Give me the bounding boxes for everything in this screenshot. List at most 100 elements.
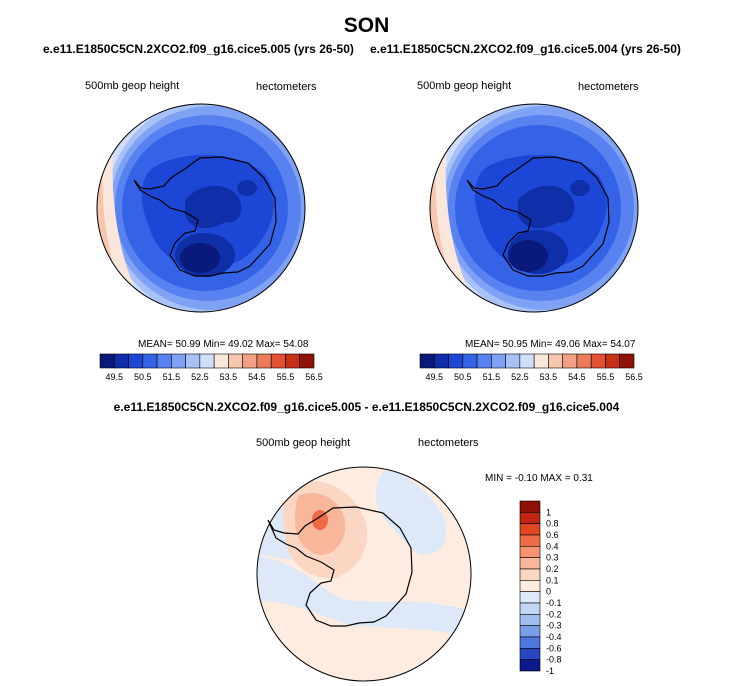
panel1-variable-label: 500mb geop height [85, 80, 180, 92]
panel1-colorbar-swatch [213, 353, 229, 369]
diff-colorbar-tick-label: -0.6 [546, 643, 562, 653]
panel1-colorbar-swatch [113, 353, 129, 369]
panel1-colorbar-tick-label: 52.5 [191, 372, 209, 382]
panel2-colorbar-swatch [462, 353, 478, 369]
panel2-colorbar-swatch [433, 353, 449, 369]
panel2-map [429, 103, 639, 313]
panel1-colorbar-tick-label: 50.5 [134, 372, 152, 382]
panel1-colorbar: 49.5 50.5 51.5 52.5 53.5 54.5 55.5 56.5 [99, 353, 323, 382]
panel2-min-value: 49.06 [555, 339, 581, 350]
diff-stats: MIN = -0.10 MAX = 0.31 [485, 473, 593, 484]
panel1-mean-value: 50.99 [175, 339, 201, 350]
diff-min-value: -0.10 [514, 473, 538, 484]
panel1-colorbar-tick-label: 54.5 [248, 372, 266, 382]
panel2-colorbar-tick-label: 56.5 [625, 372, 643, 382]
diff-colorbar-swatch [519, 636, 541, 649]
panel2-colorbar-swatch [533, 353, 549, 369]
diff-colorbar-swatch [519, 500, 541, 513]
diff-colorbar-tick-label: 0.6 [546, 530, 559, 540]
diff-colorbar-tick-label: 0.8 [546, 519, 559, 529]
panel1-map [96, 103, 306, 313]
panel1-colorbar-swatch [228, 353, 243, 369]
panel2-colorbar-swatch [419, 353, 435, 369]
panel2-units-label: hectometers [578, 81, 639, 93]
panel2-colorbar-tick-label: 54.5 [568, 372, 586, 382]
diff-colorbar-tick-label: -0.4 [546, 632, 562, 642]
page-title: SON [343, 14, 390, 37]
diff-colorbar-tick-label: -0.3 [546, 621, 562, 631]
diff-colorbar-swatch [519, 546, 541, 558]
panel1-colorbar-swatch [99, 353, 115, 369]
panel2-colorbar-tick-label: 55.5 [597, 372, 615, 382]
diff-colorbar-swatch [519, 591, 541, 604]
panel1-colorbar-tick-label: 55.5 [277, 372, 295, 382]
diff-colorbar-swatch [519, 602, 541, 615]
diff-colorbar-swatch [519, 534, 541, 547]
panel1-colorbar-tick-label: 49.5 [106, 372, 124, 382]
panel1-colorbar-swatch [299, 353, 315, 369]
panel2-colorbar-swatch [619, 353, 635, 369]
panel1-colorbar-swatch [199, 353, 215, 369]
panel2-stats: MEAN= 50.95 Min= 49.06 Max= 54.07 [465, 339, 635, 350]
panel2-colorbar-swatch [605, 353, 621, 369]
panel1-colorbar-swatch [128, 353, 144, 369]
panel2-variable-label: 500mb geop height [417, 80, 512, 92]
diff-colorbar-swatch [519, 614, 541, 626]
diff-variable-label: 500mb geop height [256, 437, 351, 449]
diff-colorbar-swatch [519, 568, 541, 581]
diff-colorbar-tick-label: -0.1 [546, 598, 562, 608]
panel1-colorbar-swatch [171, 353, 186, 369]
diff-colorbar-tick-label: 0 [546, 587, 551, 597]
panel1-colorbar-tick-label: 56.5 [305, 372, 323, 382]
case2-title: e.e11.E1850C5CN.2XCO2.f09_g16.cice5.004 … [370, 42, 681, 56]
panel2-colorbar-swatch [448, 353, 464, 369]
panel1-colorbar-tick-label: 53.5 [220, 372, 238, 382]
panel1-colorbar-swatch [185, 353, 201, 369]
panel2-colorbar-tick-label: 52.5 [511, 372, 529, 382]
diff-colorbar: 1 0.80.60.4 0.30.20.1 0-0.1-0.2 -0.3-0.4-0.6… [519, 500, 562, 676]
difference-map [256, 466, 472, 682]
panel2-colorbar-tick-label: 51.5 [483, 372, 501, 382]
panel2-colorbar-swatch [590, 353, 606, 369]
panel1-stats: MEAN= 50.99 Min= 49.02 Max= 54.08 [138, 339, 308, 350]
diff-max-label: MAX = [540, 473, 571, 484]
panel2-mean-value: 50.95 [502, 339, 528, 350]
panel1-min-label: Min= [203, 339, 226, 350]
panel1-colorbar-swatch [285, 353, 301, 369]
panel2-colorbar-swatch [519, 353, 535, 369]
panel1-colorbar-swatch [256, 353, 272, 369]
diff-colorbar-tick-label: 0.3 [546, 553, 559, 563]
diff-colorbar-tick-label: -0.2 [546, 609, 562, 619]
panel1-colorbar-swatch [270, 353, 286, 369]
panel2-colorbar-tick-label: 50.5 [454, 372, 472, 382]
panel1-max-value: 54.08 [283, 339, 309, 350]
diff-colorbar-swatch [519, 557, 541, 570]
diff-colorbar-swatch [519, 625, 541, 638]
case1-title: e.e11.E1850C5CN.2XCO2.f09_g16.cice5.005 … [43, 42, 354, 56]
panel2-colorbar-swatch [476, 353, 492, 369]
panel2-colorbar-tick-label: 53.5 [540, 372, 558, 382]
panel1-units-label: hectometers [256, 81, 317, 93]
diff-max-value: 0.31 [573, 473, 593, 484]
diff-colorbar-tick-label: 0.4 [546, 541, 559, 551]
panel2-colorbar-swatch [505, 353, 521, 369]
difference-title: e.e11.E1850C5CN.2XCO2.f09_g16.cice5.005 … [113, 400, 620, 414]
diff-colorbar-swatch [519, 512, 541, 524]
panel2-colorbar-tick-label: 49.5 [426, 372, 444, 382]
panel1-max-label: Max= [255, 339, 281, 350]
diff-colorbar-swatch [519, 523, 541, 536]
panel1-colorbar-swatch [242, 353, 258, 369]
panel1-mean-label: MEAN= [138, 339, 173, 350]
panel1-min-value: 49.02 [228, 339, 254, 350]
diff-min-label: MIN = [485, 473, 512, 484]
panel2-colorbar-swatch [576, 353, 592, 369]
panel2-colorbar: 49.5 50.5 51.5 52.5 53.5 54.5 55.5 56.5 [419, 353, 643, 382]
panel2-colorbar-swatch [562, 353, 578, 369]
diff-colorbar-tick-label: 1 [546, 507, 551, 517]
panel2-colorbar-swatch [491, 353, 506, 369]
diff-colorbar-swatch [519, 580, 541, 592]
diff-colorbar-tick-label: 0.2 [546, 564, 559, 574]
panel1-colorbar-swatch [142, 353, 158, 369]
panel1-colorbar-tick-label: 51.5 [163, 372, 181, 382]
